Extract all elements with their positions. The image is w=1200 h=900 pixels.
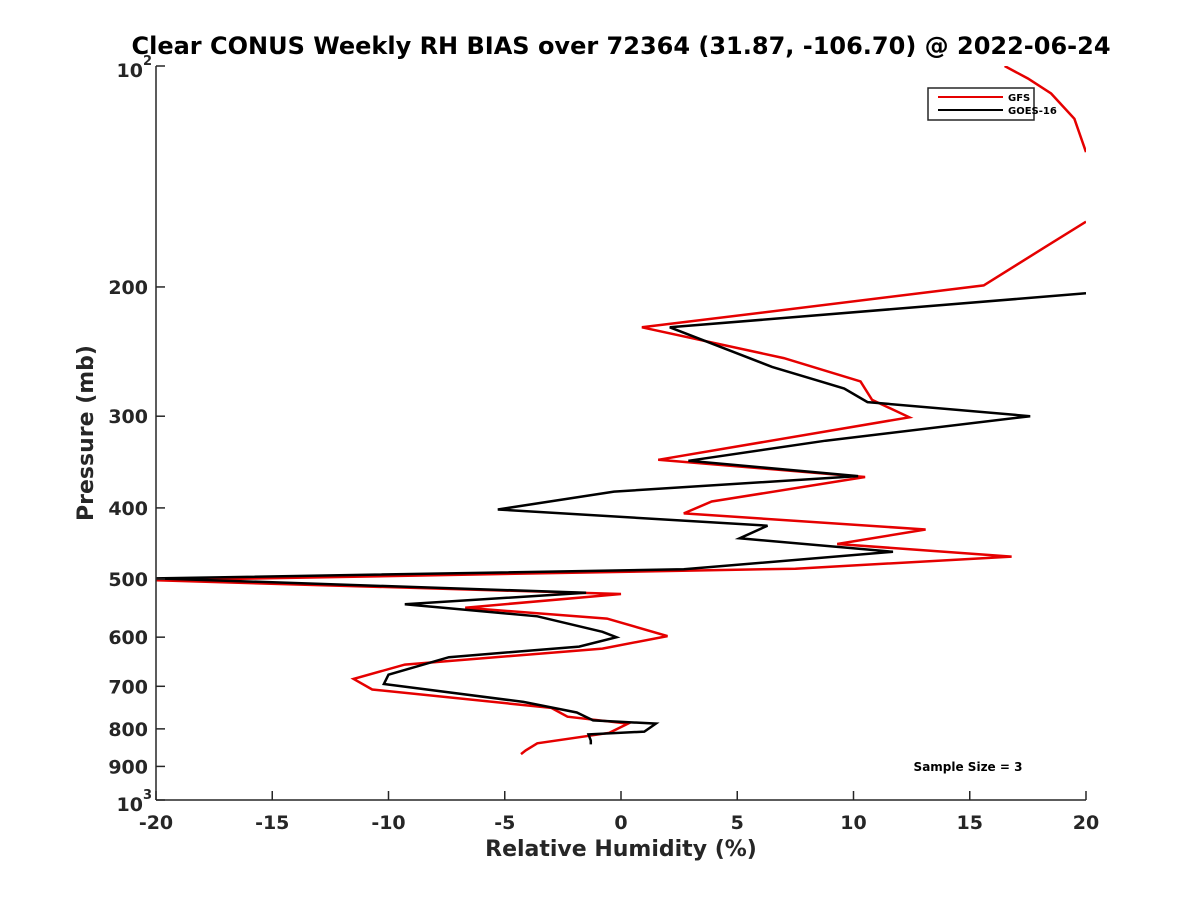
y-tick-label: 200 (108, 277, 148, 299)
series-line-gfs-0 (1004, 66, 1086, 153)
y-tick-label: 700 (108, 676, 148, 698)
y-tick-label: 400 (108, 498, 148, 520)
x-axis-label: Relative Humidity (%) (485, 837, 757, 862)
x-tick-label: 15 (957, 812, 983, 834)
y-tick-label: 500 (108, 569, 148, 591)
legend-label-gfs: GFS (1008, 93, 1030, 104)
x-tick-label: 20 (1073, 812, 1099, 834)
x-tick-label: -10 (371, 812, 405, 834)
x-tick-label: 10 (840, 812, 866, 834)
series-layer (156, 66, 1086, 756)
y-tick-label: 10 (117, 794, 143, 816)
series-line-goes16-0 (156, 292, 1086, 745)
y-tick-label: 900 (108, 756, 148, 778)
x-ticks: -20 -15 -10 -5 0 5 10 15 20 (139, 791, 1099, 834)
legend-label-goes16: GOES-16 (1008, 106, 1057, 117)
y-tick-label-exponent: 2 (143, 54, 152, 69)
y-axis-label: Pressure (mb) (74, 345, 99, 521)
y-tick-label: 300 (108, 406, 148, 428)
series-line-gfs-1 (156, 220, 1086, 756)
y-tick-label: 800 (108, 719, 148, 741)
chart-title: Clear CONUS Weekly RH BIAS over 72364 (3… (131, 32, 1110, 60)
x-tick-label: -5 (494, 812, 515, 834)
y-tick-label: 600 (108, 627, 148, 649)
sample-size-annotation: Sample Size = 3 (914, 760, 1023, 774)
y-tick-label: 10 (117, 60, 143, 82)
x-tick-label: 5 (731, 812, 744, 834)
x-tick-label: 0 (614, 812, 627, 834)
x-tick-label: -20 (139, 812, 173, 834)
legend: GFS GOES-16 (927, 87, 1057, 121)
x-tick-label: -15 (255, 812, 289, 834)
y-tick-label-exponent: 3 (143, 788, 152, 803)
legend-box (927, 87, 1035, 121)
